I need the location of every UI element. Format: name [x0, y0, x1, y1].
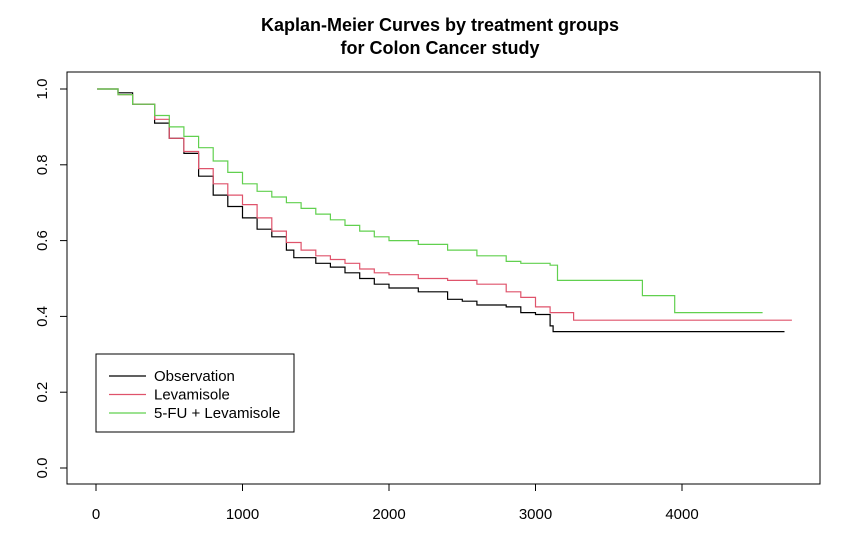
x-tick-label: 4000: [665, 506, 698, 523]
series-layer: [97, 88, 792, 333]
y-axis: 0.0 0.2 0.4 0.6 0.8 1.0: [34, 79, 68, 479]
y-tick-label: 0.8: [34, 154, 51, 175]
y-tick-label: 0.4: [34, 306, 51, 327]
series-line-5-fu-levamisole: [97, 88, 763, 314]
legend-label: 5-FU + Levamisole: [154, 405, 280, 422]
x-axis: 0 1000 2000 3000 4000: [92, 483, 699, 523]
series-line-observation: [97, 88, 785, 333]
chart-subtitle: for Colon Cancer study: [340, 38, 539, 58]
legend-box: [95, 353, 295, 433]
chart-title: Kaplan-Meier Curves by treatment groups: [261, 15, 619, 35]
y-tick-label: 1.0: [34, 79, 51, 100]
x-tick-label: 1000: [226, 506, 259, 523]
x-tick-label: 3000: [519, 506, 552, 523]
series-line-levamisole: [97, 88, 792, 321]
y-tick-label: 0.2: [34, 382, 51, 403]
x-tick-label: 2000: [372, 506, 405, 523]
x-tick-label: 0: [92, 506, 100, 523]
y-tick-label: 0.0: [34, 458, 51, 479]
legend-label: Observation: [154, 368, 235, 385]
legend-label: Levamisole: [154, 387, 230, 404]
y-tick-label: 0.6: [34, 230, 51, 251]
